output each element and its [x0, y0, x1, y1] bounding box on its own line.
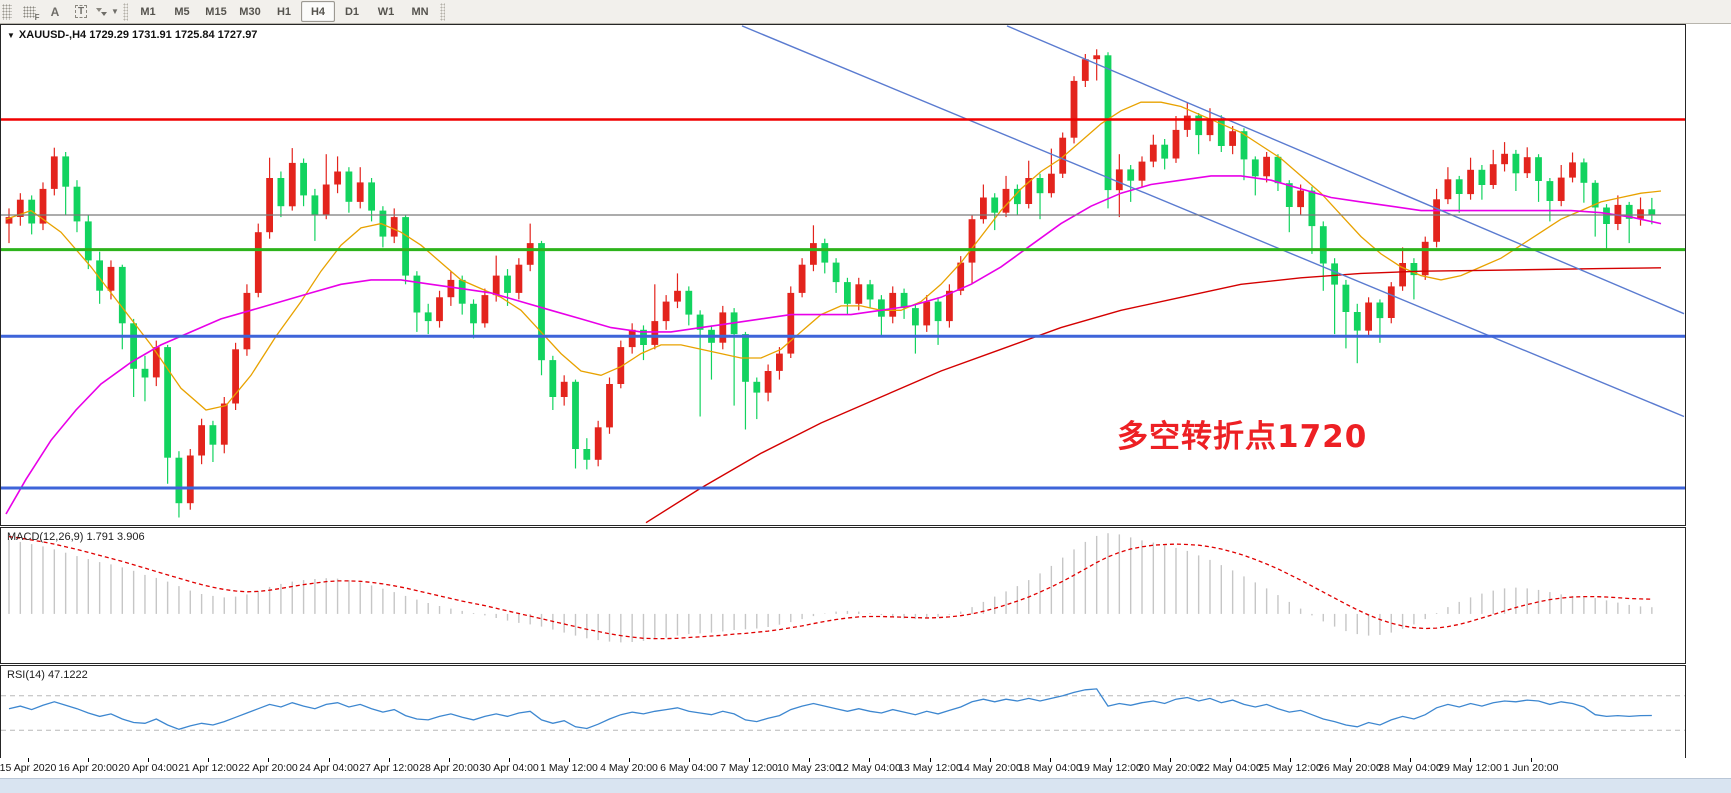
chart-title: ▼ XAUUSD-,H4 1729.29 1731.91 1725.84 172…	[7, 29, 257, 41]
main-chart-canvas[interactable]	[1, 25, 1685, 524]
date-axis-label: 22 May 04:00	[1198, 762, 1262, 774]
timeframe-button-group: M1 M5 M15 M30 H1 H4 D1 W1 MN	[131, 1, 437, 22]
date-axis-label: 7 May 12:00	[720, 762, 778, 774]
date-axis-label: 20 May 20:00	[1138, 762, 1202, 774]
timeframe-button-W1[interactable]: W1	[377, 5, 395, 18]
timeframe-button-M15[interactable]: M15	[205, 5, 227, 18]
date-axis-label: 24 Apr 04:00	[299, 762, 359, 774]
date-axis-label: 29 May 12:00	[1438, 762, 1502, 774]
date-tick	[28, 758, 29, 762]
date-axis-label: 4 May 20:00	[600, 762, 658, 774]
date-tick	[1410, 758, 1411, 762]
date-axis-label: 28 May 04:00	[1378, 762, 1442, 774]
rsi-canvas[interactable]	[1, 666, 1685, 758]
date-axis-label: 12 May 04:00	[837, 762, 901, 774]
macd-canvas[interactable]	[1, 528, 1685, 663]
date-axis-label: 30 Apr 04:00	[479, 762, 539, 774]
date-axis-label: 20 Apr 04:00	[118, 762, 178, 774]
textbox-icon[interactable]: T	[69, 2, 93, 21]
date-tick	[449, 758, 450, 762]
rsi-panel[interactable]: RSI(14) 47.1222	[0, 665, 1686, 759]
date-tick	[1531, 758, 1532, 762]
timeframe-button-M30[interactable]: M30	[239, 5, 261, 18]
timeframe-button-H1[interactable]: H1	[276, 5, 292, 18]
date-axis-label: 27 Apr 12:00	[359, 762, 419, 774]
toolbar-separator	[123, 2, 128, 21]
date-tick	[1230, 758, 1231, 762]
timeframe-button-M5[interactable]: M5	[174, 5, 190, 18]
price-axis[interactable]: 1763.501755.901748.301740.901733.301725.…	[1686, 24, 1731, 759]
date-tick	[689, 758, 690, 762]
date-axis-label: 22 Apr 20:00	[238, 762, 298, 774]
date-tick	[1110, 758, 1111, 762]
date-axis-label: 14 May 20:00	[958, 762, 1022, 774]
date-tick	[208, 758, 209, 762]
date-tick	[749, 758, 750, 762]
date-tick	[809, 758, 810, 762]
date-axis[interactable]: 15 Apr 2020 16 Apr 20:00 20 Apr 04:00 21 Ap…	[0, 758, 1731, 778]
date-axis-label: 10 May 23:00	[777, 762, 841, 774]
date-axis-label: 1 May 12:00	[540, 762, 598, 774]
date-tick	[569, 758, 570, 762]
timeframe-button-D1[interactable]: D1	[344, 5, 360, 18]
timeframe-button-MN[interactable]: MN	[411, 5, 429, 18]
date-tick	[329, 758, 330, 762]
date-axis-label: 1 Jun 20:00	[1503, 762, 1559, 774]
date-tick	[1050, 758, 1051, 762]
arrow-shapes-icon[interactable]: ▼	[95, 2, 119, 21]
toolbar-separator	[440, 2, 445, 21]
toolbar-drag-handle[interactable]	[2, 3, 12, 20]
toolbar: F A T ▼ M1 M5 M15 M30 H1 H4 D1 W1 MN	[0, 0, 1731, 24]
macd-panel[interactable]: MACD(12,26,9) 1.791 3.906	[0, 527, 1686, 664]
date-tick	[389, 758, 390, 762]
macd-label: MACD(12,26,9) 1.791 3.906	[7, 531, 145, 543]
date-tick	[1470, 758, 1471, 762]
date-tick	[629, 758, 630, 762]
main-chart-panel[interactable]: ▼ XAUUSD-,H4 1729.29 1731.91 1725.84 172…	[0, 24, 1686, 526]
date-tick	[1350, 758, 1351, 762]
date-tick	[1290, 758, 1291, 762]
date-axis-label: 13 May 12:00	[898, 762, 962, 774]
timeframe-button-H4[interactable]: H4	[301, 1, 335, 22]
date-tick	[1170, 758, 1171, 762]
date-axis-label: 25 May 12:00	[1258, 762, 1322, 774]
date-tick	[88, 758, 89, 762]
indicator-grid-icon[interactable]: F	[17, 2, 41, 22]
date-axis-label: 26 May 20:00	[1318, 762, 1382, 774]
date-tick	[268, 758, 269, 762]
dropdown-caret-icon: ▼	[111, 7, 119, 16]
chart-title-collapse-icon[interactable]: ▼	[7, 30, 15, 40]
date-tick	[869, 758, 870, 762]
date-tick	[509, 758, 510, 762]
date-axis-label: 15 Apr 2020	[0, 762, 57, 774]
date-tick	[148, 758, 149, 762]
date-tick	[930, 758, 931, 762]
date-axis-label: 16 Apr 20:00	[58, 762, 118, 774]
text-label-icon[interactable]: A	[50, 4, 60, 19]
rsi-label: RSI(14) 47.1222	[7, 669, 88, 681]
date-axis-label: 18 May 04:00	[1018, 762, 1082, 774]
date-axis-label: 6 May 04:00	[660, 762, 718, 774]
date-axis-label: 28 Apr 20:00	[419, 762, 479, 774]
timeframe-button-M1[interactable]: M1	[140, 5, 156, 18]
chart-annotation-text: 多空转折点1720	[1117, 419, 1368, 455]
date-axis-label: 21 Apr 12:00	[178, 762, 238, 774]
date-tick	[990, 758, 991, 762]
date-axis-label: 19 May 12:00	[1078, 762, 1142, 774]
status-strip	[0, 778, 1731, 793]
chart-title-text: XAUUSD-,H4 1729.29 1731.91 1725.84 1727.…	[18, 29, 258, 41]
